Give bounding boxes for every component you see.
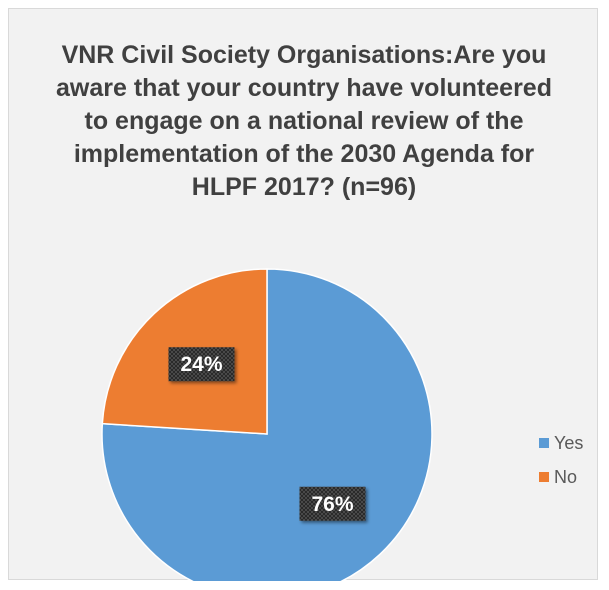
chart-area: VNR Civil Society Organisations:Are you … — [8, 8, 598, 581]
legend-label-yes: Yes — [554, 432, 584, 453]
legend: Yes No — [539, 430, 583, 498]
legend-item-no[interactable]: No — [539, 464, 583, 490]
legend-item-yes[interactable]: Yes — [539, 430, 583, 456]
legend-swatch-yes — [539, 438, 549, 448]
data-label-text-yes: 76% — [311, 493, 353, 516]
data-label-box-yes — [299, 486, 366, 521]
chart-title: VNR Civil Society Organisations:Are you … — [56, 41, 552, 201]
data-label-yes: 76% — [299, 486, 366, 521]
data-label-text-no: 24% — [180, 353, 222, 376]
data-label-no: 24% — [168, 347, 235, 382]
pie-chart: 76% 24% — [101, 268, 433, 581]
legend-swatch-no — [539, 472, 549, 482]
data-label-box-no — [168, 347, 235, 382]
legend-label-no: No — [554, 466, 578, 487]
